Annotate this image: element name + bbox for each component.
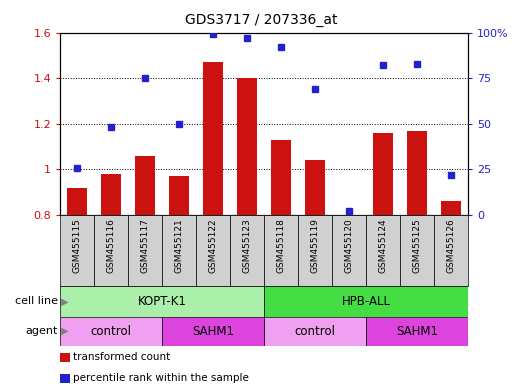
Text: HPB-ALL: HPB-ALL bbox=[342, 295, 391, 308]
Bar bbox=[400, 215, 434, 286]
Bar bbox=[230, 215, 264, 286]
Text: GSM455120: GSM455120 bbox=[345, 218, 354, 273]
Bar bbox=[237, 78, 257, 215]
Text: GSM455118: GSM455118 bbox=[277, 218, 286, 273]
Bar bbox=[332, 215, 366, 286]
Text: ▶: ▶ bbox=[58, 326, 68, 336]
Bar bbox=[162, 317, 264, 346]
Text: GSM455122: GSM455122 bbox=[209, 218, 218, 273]
Text: KOPT-K1: KOPT-K1 bbox=[138, 295, 187, 308]
Text: control: control bbox=[294, 325, 336, 338]
Bar bbox=[162, 215, 196, 286]
Text: GSM455121: GSM455121 bbox=[175, 218, 184, 273]
Bar bbox=[60, 317, 162, 346]
Bar bbox=[67, 188, 87, 215]
Text: cell line: cell line bbox=[15, 296, 58, 306]
Bar bbox=[135, 156, 155, 215]
Bar bbox=[169, 176, 189, 215]
Bar bbox=[203, 62, 223, 215]
Text: SAHM1: SAHM1 bbox=[396, 325, 438, 338]
Bar bbox=[196, 215, 230, 286]
Text: GSM455119: GSM455119 bbox=[311, 218, 320, 273]
Text: GSM455123: GSM455123 bbox=[243, 218, 252, 273]
Bar bbox=[305, 161, 325, 215]
Text: GSM455117: GSM455117 bbox=[141, 218, 150, 273]
Text: transformed count: transformed count bbox=[73, 352, 170, 362]
Bar bbox=[271, 140, 291, 215]
Text: GSM455126: GSM455126 bbox=[447, 218, 456, 273]
Text: control: control bbox=[90, 325, 132, 338]
Text: ▶: ▶ bbox=[58, 296, 68, 306]
Bar bbox=[373, 133, 393, 215]
Bar bbox=[441, 201, 461, 215]
Text: GSM455124: GSM455124 bbox=[379, 218, 388, 273]
Bar bbox=[60, 215, 94, 286]
Bar bbox=[264, 286, 468, 317]
Text: agent: agent bbox=[25, 326, 58, 336]
Text: percentile rank within the sample: percentile rank within the sample bbox=[73, 373, 249, 383]
Bar bbox=[434, 215, 468, 286]
Bar bbox=[60, 286, 264, 317]
Bar bbox=[298, 215, 332, 286]
Text: GSM455125: GSM455125 bbox=[413, 218, 422, 273]
Bar bbox=[407, 131, 427, 215]
Bar bbox=[366, 215, 400, 286]
Bar bbox=[128, 215, 162, 286]
Bar bbox=[101, 174, 121, 215]
Bar bbox=[264, 215, 298, 286]
Bar bbox=[366, 317, 468, 346]
Text: GSM455116: GSM455116 bbox=[107, 218, 116, 273]
Text: GDS3717 / 207336_at: GDS3717 / 207336_at bbox=[185, 13, 338, 27]
Bar bbox=[264, 317, 366, 346]
Text: GSM455115: GSM455115 bbox=[73, 218, 82, 273]
Text: SAHM1: SAHM1 bbox=[192, 325, 234, 338]
Bar bbox=[94, 215, 128, 286]
